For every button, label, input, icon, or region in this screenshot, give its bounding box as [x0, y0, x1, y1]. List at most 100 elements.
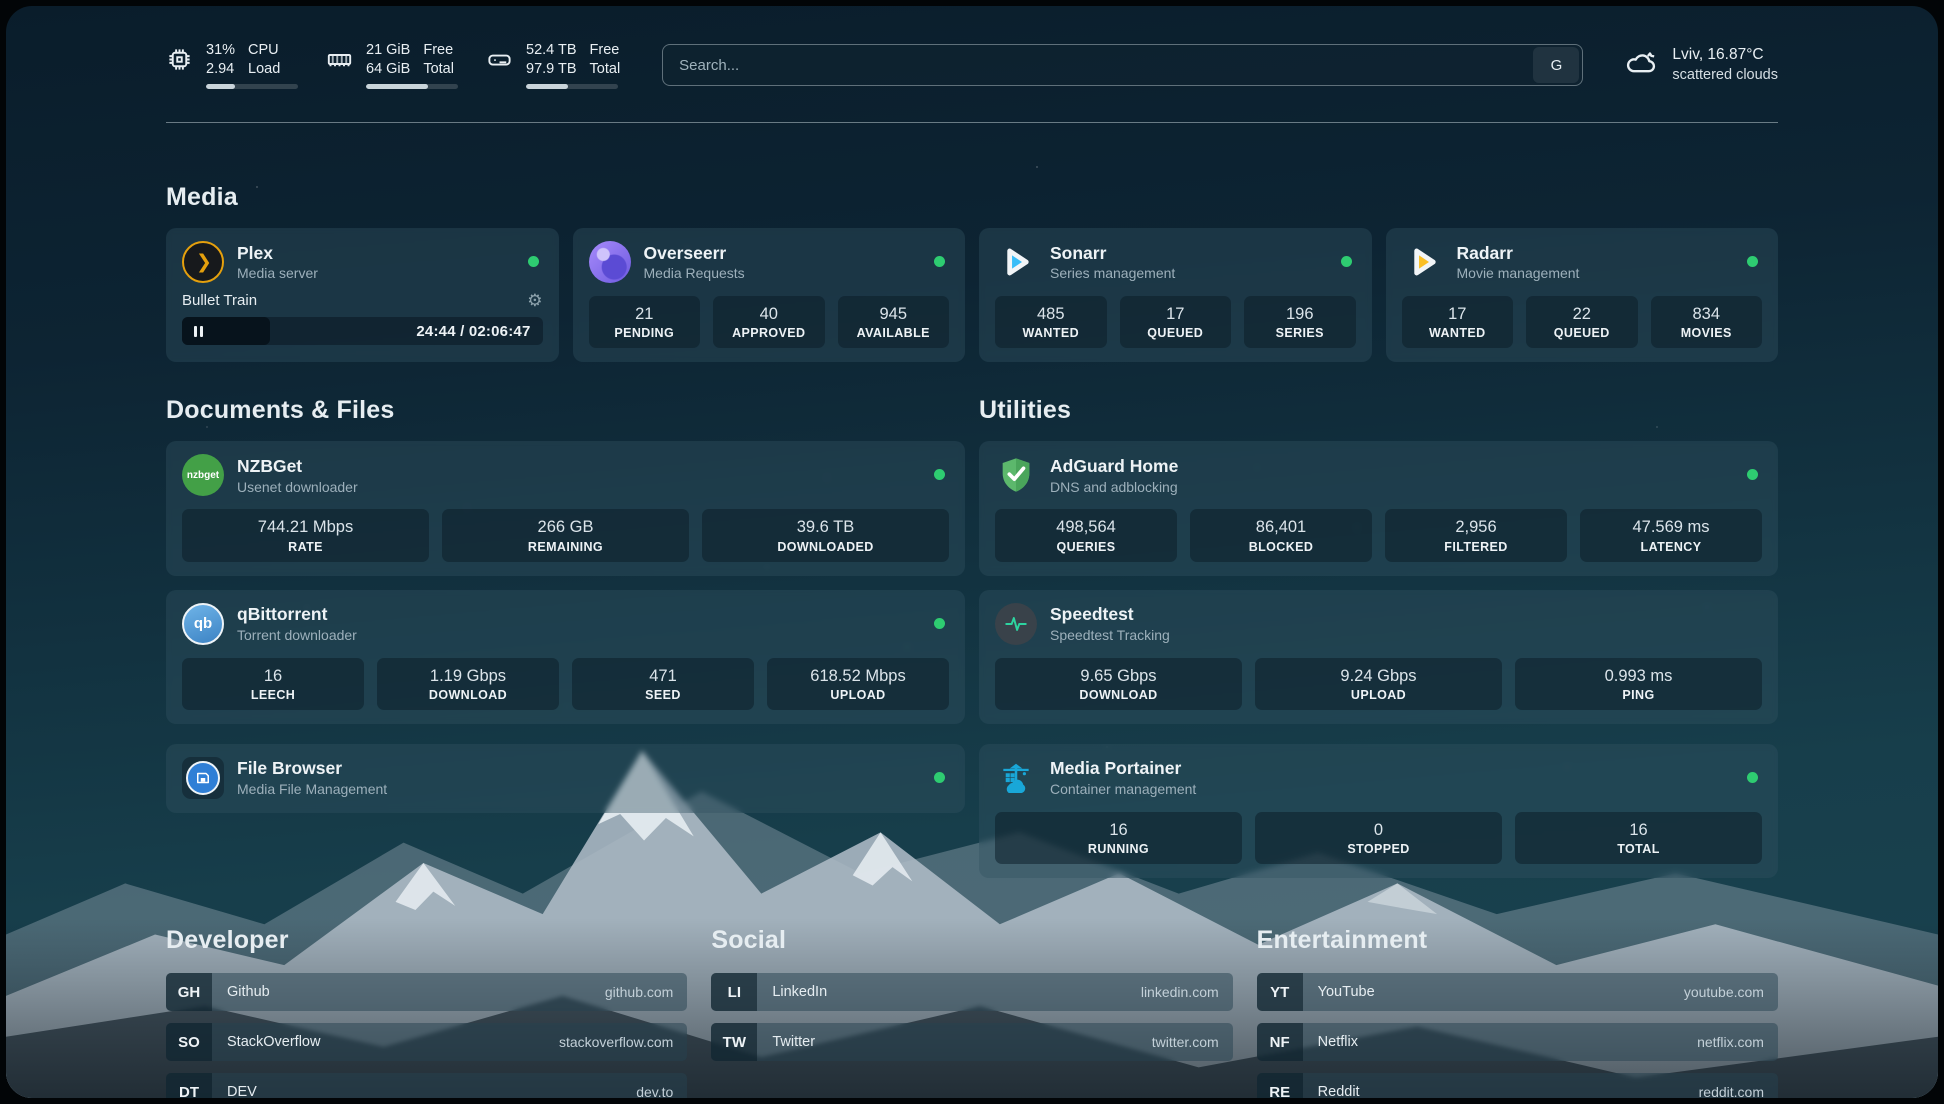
entertainment-column: Entertainment YT YouTube youtube.com NF … [1256, 926, 1778, 1098]
app-desc-speedtest: Speedtest Tracking [1050, 626, 1170, 643]
ram-free: 21 GiB [366, 41, 411, 58]
ram-label-2: Total [423, 60, 454, 77]
plex-icon: ❯ [182, 241, 224, 283]
stat-stopped: 0 STOPPED [1255, 811, 1502, 865]
cpu-label-2: Load [248, 60, 281, 77]
bookmark-linkedin[interactable]: LI LinkedIn linkedin.com [711, 973, 1233, 1012]
status-dot [1747, 469, 1758, 481]
portainer-card[interactable]: Media Portainer Container management 16 … [979, 743, 1778, 879]
disk-free: 52.4 TB [526, 41, 577, 58]
search-engine-button[interactable]: G [1533, 47, 1580, 83]
stat-upload: 618.52 Mbps UPLOAD [767, 657, 949, 710]
overseerr-card[interactable]: Overseerr Media Requests 21 PENDING 40 A… [572, 228, 965, 363]
bookmark-github[interactable]: GH Github github.com [166, 973, 688, 1012]
search-input[interactable] [663, 45, 1534, 85]
section-title-developer: Developer [166, 926, 289, 955]
status-dot [934, 256, 945, 267]
adguard-icon [995, 454, 1037, 496]
portainer-icon [995, 757, 1037, 799]
bookmark-netflix[interactable]: NF Netflix netflix.com [1256, 1023, 1778, 1062]
ram-label-1: Free [423, 41, 454, 58]
radarr-card[interactable]: Radarr Movie management 17 WANTED 22 QUE… [1385, 228, 1778, 363]
bookmark-name: YouTube [1317, 984, 1375, 1001]
utilities-column: Utilities [979, 396, 1778, 879]
stat-leech: 16 LEECH [182, 657, 364, 710]
bookmark-youtube[interactable]: YT YouTube youtube.com [1256, 973, 1778, 1012]
section-title-entertainment: Entertainment [1256, 926, 1428, 955]
cpu-value-load: 2.94 [206, 60, 235, 77]
stat-available: 945 AVAILABLE [837, 296, 949, 349]
ram-icon [326, 46, 353, 73]
stat-wanted: 17 WANTED [1401, 296, 1513, 349]
speedtest-card[interactable]: Speedtest Speedtest Tracking 9.65 Gbps D… [979, 589, 1778, 724]
bookmark-stackoverflow[interactable]: SO StackOverflow stackoverflow.com [166, 1023, 688, 1062]
radarr-icon [1402, 241, 1444, 283]
weather-widget[interactable]: Lviv, 16.87°C scattered clouds [1625, 45, 1778, 85]
bookmark-reddit[interactable]: RE Reddit reddit.com [1256, 1073, 1778, 1098]
bookmark-abbr: RE [1256, 1073, 1303, 1098]
overseerr-icon [588, 241, 631, 283]
nzbget-icon: nzbget [182, 454, 224, 497]
bookmark-abbr: LI [711, 973, 758, 1012]
stat-ping: 0.993 ms PING [1515, 657, 1762, 710]
plex-card[interactable]: ❯ Plex Media server Bullet Train ⚙ 24:44… [166, 228, 559, 363]
stat-queued: 17 QUEUED [1119, 296, 1231, 349]
sonarr-card[interactable]: Sonarr Series management 485 WANTED 17 Q… [979, 228, 1372, 363]
bookmark-twitter[interactable]: TW Twitter twitter.com [711, 1023, 1233, 1062]
speedtest-icon [995, 602, 1037, 645]
playback-time: 24:44 / 02:06:47 [416, 322, 531, 340]
playback-progress-bar[interactable]: 24:44 / 02:06:47 [182, 317, 543, 345]
ram-progress-bar [366, 84, 458, 90]
stat-total: 16 TOTAL [1515, 811, 1762, 865]
app-name-portainer: Media Portainer [1050, 758, 1182, 779]
gear-icon[interactable]: ⚙ [527, 291, 543, 310]
bookmark-dev[interactable]: DT DEV dev.to [166, 1073, 688, 1098]
cpu-progress-bar [206, 84, 298, 90]
cpu-label-1: CPU [248, 41, 279, 58]
app-desc-radarr: Movie management [1456, 265, 1580, 282]
cpu-stat: 31% 2.94 CPU Load [166, 41, 298, 90]
stat-latency: 47.569 ms LATENCY [1580, 509, 1762, 562]
app-desc-adguard: DNS and adblocking [1050, 478, 1178, 495]
adguard-card[interactable]: AdGuard Home DNS and adblocking 498,564 … [979, 441, 1778, 576]
filebrowser-icon [182, 756, 224, 799]
disk-label-1: Free [589, 41, 620, 58]
app-desc-nzbget: Usenet downloader [237, 478, 358, 495]
header-divider [166, 122, 1778, 123]
bookmark-name: Reddit [1317, 1084, 1360, 1098]
documents-column: Documents & Files nzbget NZBGet Usenet d… [166, 396, 965, 813]
stat-downloaded: 39.6 TB DOWNLOADED [702, 509, 949, 562]
app-desc-portainer: Container management [1050, 781, 1197, 798]
disk-stat: 52.4 TB 97.9 TB Free Total [486, 41, 620, 90]
bookmark-name: Twitter [772, 1034, 816, 1051]
bookmark-abbr: YT [1256, 973, 1303, 1012]
stat-approved: 40 APPROVED [713, 296, 825, 349]
bookmark-url: stackoverflow.com [558, 1034, 674, 1051]
bookmark-abbr: GH [166, 973, 212, 1012]
bookmark-name: DEV [227, 1084, 257, 1098]
stat-download: 9.65 Gbps DOWNLOAD [995, 657, 1242, 710]
status-dot [934, 771, 945, 783]
nzbget-card[interactable]: nzbget NZBGet Usenet downloader 744.21 M… [166, 441, 965, 576]
qbittorrent-icon: qb [182, 602, 224, 645]
pause-icon[interactable] [182, 317, 270, 345]
weather-condition: scattered clouds [1672, 66, 1778, 83]
filebrowser-card[interactable]: File Browser Media File Management [166, 743, 965, 813]
disk-progress-bar [526, 84, 618, 90]
developer-column: Developer GH Github github.com SO StackO… [166, 926, 688, 1098]
app-desc-plex: Media server [237, 265, 318, 282]
snow-specks [6, 6, 8, 8]
bookmark-url: linkedin.com [1140, 984, 1219, 1001]
stat-running: 16 RUNNING [995, 811, 1242, 865]
bookmark-url: reddit.com [1698, 1084, 1764, 1098]
memory-stat: 21 GiB 64 GiB Free Total [326, 41, 458, 90]
bookmark-abbr: NF [1256, 1023, 1303, 1062]
qbittorrent-card[interactable]: qb qBittorrent Torrent downloader 16 LEE… [166, 589, 965, 724]
status-dot [1340, 256, 1352, 267]
app-name-overseerr: Overseerr [643, 242, 727, 263]
bookmark-name: Github [227, 984, 270, 1001]
top-bar: 31% 2.94 CPU Load [166, 36, 1778, 94]
system-stats: 31% 2.94 CPU Load [166, 41, 620, 90]
disk-total: 97.9 TB [526, 60, 577, 77]
bookmark-name: LinkedIn [772, 984, 828, 1001]
